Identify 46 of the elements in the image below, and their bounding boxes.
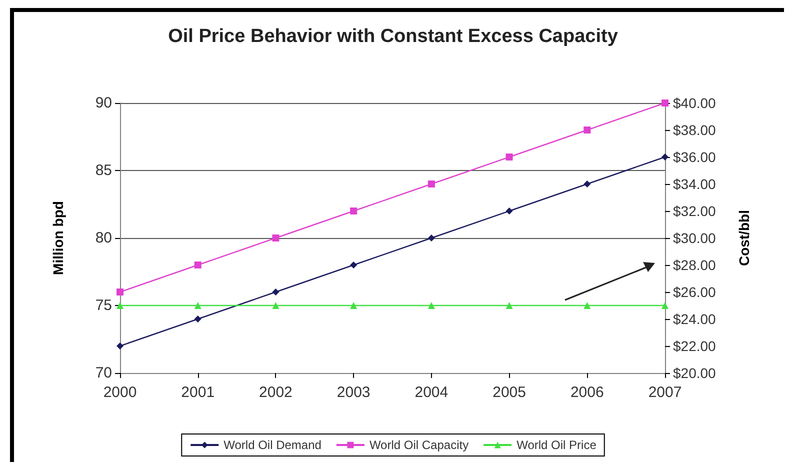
point [428,180,435,188]
x-tick-label: 2004 [414,384,448,401]
point [116,288,124,296]
x-tick-label: 2007 [648,384,682,401]
x-tick-label: 2000 [103,384,137,401]
point [428,234,435,242]
y-tick-label: 70 [95,364,112,382]
x-tick-label: 2005 [492,384,526,401]
y2-tick-label: $34.00 [673,176,716,192]
point [194,316,202,322]
chart-title: Oil Price Behavior with Constant Excess Capacity [168,26,618,47]
y-tick-label: 80 [95,230,112,246]
y-tick-label: 75 [95,297,112,314]
y2-tick-label: $40.00 [673,95,716,111]
x-tick-label: 2001 [181,384,215,401]
y2-tick-label: $28.00 [673,257,716,273]
point [350,208,358,214]
x-tick-label: 2003 [336,384,370,401]
legend-label: World Oil Demand [224,438,322,452]
point [662,154,668,160]
point [350,262,358,268]
x-tick-label: 2006 [570,384,604,401]
y2-tick-label: $32.00 [673,203,716,219]
y2-tick-label: $20.00 [673,365,716,381]
point [194,262,202,268]
point [272,288,280,296]
y2-tick-label: $30.00 [673,230,716,246]
y-tick-label: 90 [95,94,112,112]
x-tick-label: 2002 [259,384,292,401]
y-axis-title: Million bpd [50,201,66,275]
y-tick-label: 85 [95,162,112,179]
point [584,126,591,134]
y2-tick-label: $36.00 [673,149,716,165]
y2-tick-label: $22.00 [673,338,716,354]
point [506,208,513,214]
point [662,100,668,106]
point [584,180,591,188]
y2-tick-label: $38.00 [673,122,716,138]
point [506,154,513,160]
y2-tick-label: $24.00 [673,311,716,327]
point [116,342,124,350]
point [272,234,280,242]
y2-tick-label: $26.00 [673,284,716,300]
y2-axis-title: Cost/bbl [736,210,752,266]
legend-label: World Oil Capacity [369,438,469,452]
legend-label: World Oil Price [516,438,597,452]
